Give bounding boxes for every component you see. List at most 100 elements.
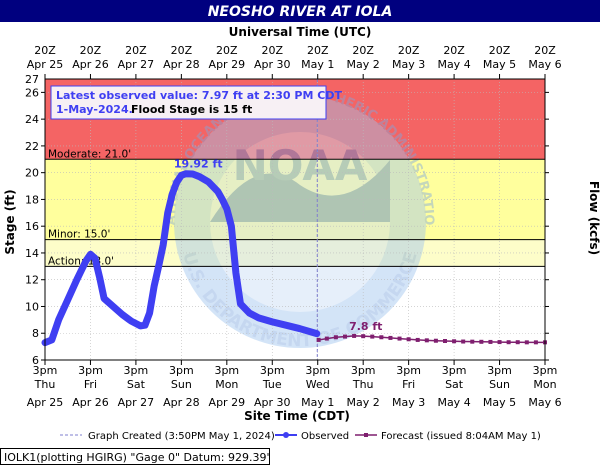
- y-tick-label: 20: [25, 167, 39, 180]
- forecast-point: [515, 340, 520, 345]
- x-top-tick-date: Apr 26: [72, 58, 109, 71]
- y-axis-title: Stage (ft): [3, 189, 17, 254]
- chart-title: NEOSHO RIVER AT IOLA: [208, 4, 393, 20]
- x-top-tick-time: 20Z: [125, 44, 147, 57]
- x-top-tick-date: Apr 27: [118, 58, 155, 71]
- x-tick-date: Apr 26: [72, 396, 109, 409]
- legend-forecast-marker: [364, 433, 368, 437]
- y-tick-label: 6: [32, 354, 39, 367]
- x-tick-date: May 2: [347, 396, 380, 409]
- watermark-center-text: NOAA: [233, 141, 368, 190]
- x-top-tick-date: May 3: [392, 58, 425, 71]
- forecast-point: [397, 336, 402, 341]
- x-top-tick-time: 20Z: [80, 44, 102, 57]
- x-tick-time: 3pm: [78, 364, 103, 377]
- x-tick-date: May 5: [483, 396, 516, 409]
- forecast-point: [406, 337, 411, 342]
- x-top-tick-time: 20Z: [307, 44, 329, 57]
- y-tick-label: 22: [25, 140, 39, 153]
- x-tick-time: 3pm: [260, 364, 285, 377]
- forecast-point: [361, 334, 366, 339]
- observed-series-line: [41, 170, 321, 347]
- x-tick-time: 3pm: [124, 364, 149, 377]
- x-top-tick-date: Apr 28: [163, 58, 200, 71]
- legend-observed-marker: [283, 432, 289, 438]
- x-tick-day: Tue: [262, 378, 282, 391]
- x-top-tick-date: May 1: [301, 58, 334, 71]
- x-axis-title: Site Time (CDT): [244, 409, 350, 423]
- x-tick-time: 3pm: [214, 364, 239, 377]
- x-tick-day: Thu: [352, 378, 374, 391]
- series-layer: [41, 170, 547, 347]
- x-tick-time: 3pm: [351, 364, 376, 377]
- forecast-point: [343, 334, 347, 339]
- x-tick-date: May 1: [301, 396, 334, 409]
- forecast-point: [415, 337, 420, 342]
- x-top-tick-date: May 5: [483, 58, 516, 71]
- x-tick-time: 3pm: [169, 364, 194, 377]
- x-tick-time: 3pm: [533, 364, 558, 377]
- x-tick-date: Apr 29: [209, 396, 246, 409]
- info-box: Latest observed value: 7.97 ft at 2:30 P…: [50, 85, 342, 120]
- x-tick-time: 3pm: [305, 364, 330, 377]
- x-top-tick-time: 20Z: [261, 44, 283, 57]
- x-tick-day: Wed: [306, 378, 330, 391]
- x-tick-time: 3pm: [33, 364, 58, 377]
- band-label-moderate: Moderate: 21.0': [48, 148, 131, 160]
- forecast-point: [461, 339, 466, 344]
- x-tick-time: 3pm: [442, 364, 467, 377]
- x-tick-day: Thu: [34, 378, 56, 391]
- x-top-tick-date: Apr 25: [27, 58, 64, 71]
- watermark-gull-icon: [210, 160, 390, 222]
- x-tick-day: Fri: [402, 378, 415, 391]
- x-top-tick-date: Apr 29: [209, 58, 246, 71]
- forecast-point: [324, 336, 329, 341]
- legend: Graph Created (3:50PM May 1, 2024) Obser…: [60, 431, 541, 442]
- forecast-point: [379, 335, 384, 340]
- x-tick-date: May 6: [528, 396, 561, 409]
- x-top-tick-time: 20Z: [34, 44, 56, 57]
- forecast-point: [479, 339, 484, 344]
- y-tick-label: 18: [25, 193, 39, 206]
- x-top-tick-time: 20Z: [352, 44, 374, 57]
- x-tick-day: Sat: [445, 378, 464, 391]
- x-tick-day: Mon: [533, 378, 556, 391]
- x-top-tick-time: 20Z: [398, 44, 420, 57]
- y-tick-label: 8: [32, 327, 39, 340]
- y-tick-label: 10: [25, 300, 39, 313]
- y-tick-label: 24: [25, 113, 39, 126]
- y-tick-label: 14: [25, 247, 39, 260]
- forecast-crest-label: 7.8 ft: [349, 320, 382, 333]
- x-tick-date: Apr 28: [163, 396, 200, 409]
- forecast-point: [488, 339, 493, 344]
- y-tick-label-top: 27: [25, 73, 39, 86]
- band-label-minor: Minor: 15.0': [48, 229, 110, 241]
- x-tick-date: Apr 25: [27, 396, 64, 409]
- forecast-point: [424, 338, 429, 343]
- x-tick-day: Sun: [489, 378, 510, 391]
- x-top-tick-time: 20Z: [443, 44, 465, 57]
- forecast-point: [316, 337, 321, 342]
- forecast-point: [333, 335, 338, 340]
- y-tick-label: 26: [25, 86, 39, 99]
- forecast-point: [443, 338, 447, 343]
- x-tick-day: Sat: [127, 378, 146, 391]
- x-tick-date: Apr 30: [254, 396, 291, 409]
- x-top-tick-time: 20Z: [171, 44, 193, 57]
- forecast-point: [370, 334, 375, 339]
- legend-forecast-label: Forecast (issued 8:04AM May 1): [381, 431, 541, 442]
- x-top-tick-date: May 4: [437, 58, 470, 71]
- x-tick-day: Sun: [171, 378, 192, 391]
- x-tick-day: Fri: [84, 378, 97, 391]
- forecast-point: [352, 333, 357, 338]
- x-tick-date: Apr 27: [118, 396, 155, 409]
- peak-label: 19.92 ft: [174, 158, 223, 171]
- forecast-point: [388, 335, 393, 340]
- annotations: 19.92 ft 7.8 ft: [174, 158, 383, 333]
- x-tick-day: Mon: [215, 378, 238, 391]
- y-tick-label: 16: [25, 220, 39, 233]
